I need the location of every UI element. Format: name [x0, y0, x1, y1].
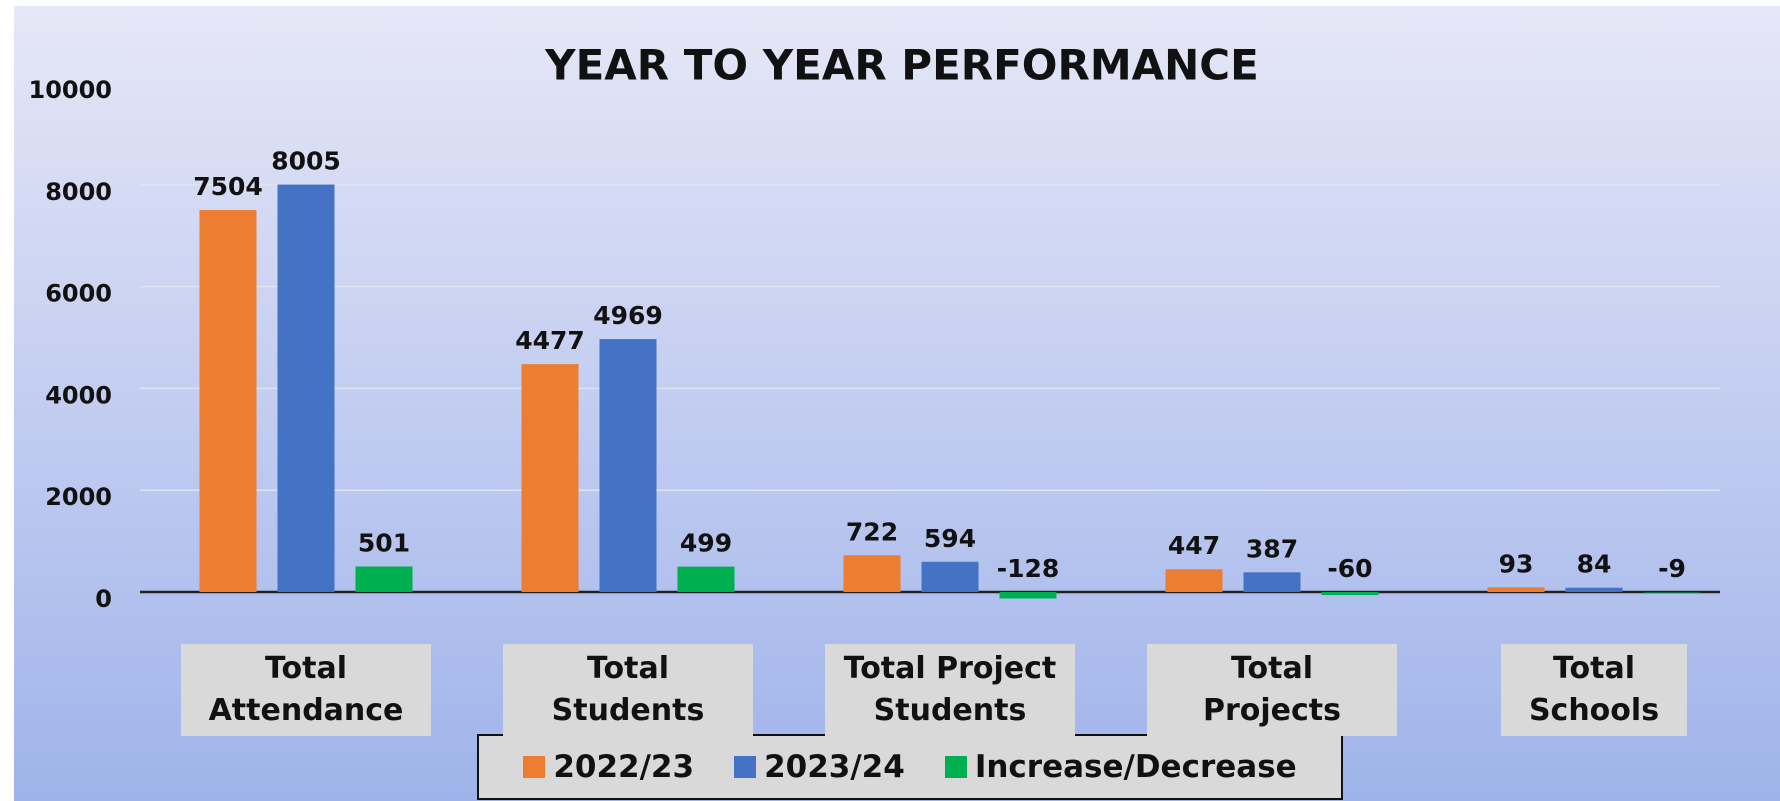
- x-tick-label: Total Projects: [1147, 644, 1397, 736]
- legend-swatch: [944, 756, 967, 778]
- bar: [1565, 587, 1623, 592]
- bar: [921, 561, 979, 592]
- bar: [1487, 587, 1545, 592]
- bar: [521, 364, 579, 592]
- chart: YEAR TO YEAR PERFORMANCE 0 2000 4000 6000 80…: [29, 41, 1720, 613]
- y-tick-label: 0: [95, 585, 112, 613]
- bar: [1321, 592, 1379, 596]
- y-tick-label: 6000: [45, 280, 112, 308]
- legend-label: 2022/23: [553, 749, 695, 785]
- x-tick-label: Total Schools: [1501, 644, 1687, 736]
- legend-swatch: [734, 756, 757, 778]
- bar: [677, 566, 735, 592]
- data-label: 7504: [193, 172, 263, 201]
- legend-label: 2023/24: [764, 749, 905, 785]
- data-label: 93: [1499, 549, 1534, 578]
- data-label: 501: [358, 528, 410, 557]
- data-label: -9: [1658, 554, 1686, 583]
- legend-item: Increase/Decrease: [944, 749, 1297, 785]
- bar: [999, 592, 1057, 599]
- bar: [843, 555, 901, 592]
- legend-label: Increase/Decrease: [974, 749, 1297, 785]
- legend: 2022/23 2023/24 Increase/Decrease: [477, 734, 1343, 800]
- bar: [599, 339, 657, 592]
- bar: [1243, 572, 1301, 592]
- bar: [1165, 569, 1223, 592]
- data-label: -128: [997, 554, 1060, 583]
- data-label: 4477: [515, 326, 585, 355]
- bar: [355, 566, 413, 592]
- data-label: 8005: [271, 147, 341, 176]
- bar: [199, 210, 257, 593]
- data-label: 499: [680, 529, 732, 558]
- chart-title: YEAR TO YEAR PERFORMANCE: [544, 41, 1259, 90]
- x-tick-label: Total Students: [503, 644, 753, 736]
- data-label: 447: [1168, 531, 1220, 560]
- x-tick-label: Total Attendance: [181, 644, 431, 736]
- bar: [277, 184, 335, 592]
- y-tick-label: 2000: [45, 483, 112, 511]
- y-tick-label: 10000: [29, 76, 113, 104]
- legend-item: 2022/23: [523, 749, 694, 785]
- data-label: -60: [1327, 554, 1372, 583]
- x-tick-label: Total Project Students: [825, 644, 1075, 736]
- data-label: 594: [924, 524, 976, 553]
- data-label: 4969: [593, 301, 663, 330]
- legend-item: 2023/24: [734, 749, 905, 785]
- data-label: 722: [846, 517, 898, 546]
- y-tick-label: 4000: [45, 381, 112, 409]
- chart-area: YEAR TO YEAR PERFORMANCE 0 2000 4000 6000 80…: [14, 6, 1780, 801]
- data-label: 84: [1577, 550, 1612, 579]
- legend-swatch: [523, 756, 546, 778]
- data-label: 387: [1246, 534, 1298, 563]
- y-tick-label: 8000: [45, 178, 112, 206]
